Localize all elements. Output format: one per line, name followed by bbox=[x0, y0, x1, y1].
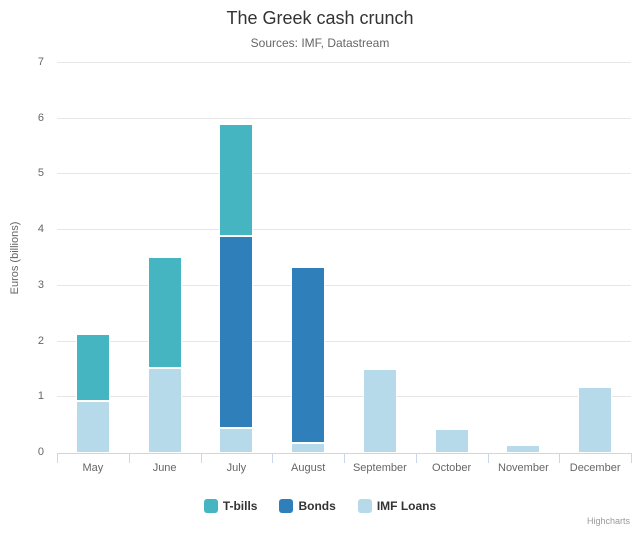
x-axis-category-label-october: October bbox=[432, 462, 472, 474]
bar-segment-july-bonds[interactable] bbox=[219, 235, 254, 428]
x-axis-tick bbox=[631, 453, 632, 463]
x-axis-category-label-september: September bbox=[352, 462, 407, 474]
legend-label-bonds: Bonds bbox=[298, 499, 336, 513]
x-axis-tick bbox=[200, 453, 202, 463]
legend-item-imf-loans[interactable]: IMF Loans bbox=[357, 499, 437, 513]
bar-segment-june-imf-loans[interactable] bbox=[147, 368, 182, 453]
y-axis-tick-label-6: 6 bbox=[37, 111, 44, 124]
bar-segment-june-t-bills[interactable] bbox=[147, 256, 182, 369]
y-axis-tick-label-5: 5 bbox=[37, 167, 44, 180]
x-axis-tick bbox=[415, 453, 417, 463]
x-axis-category-label-august: August bbox=[291, 462, 326, 474]
gridline-1 bbox=[57, 396, 631, 398]
bar-segment-august-imf-loans[interactable] bbox=[291, 442, 326, 453]
x-axis-tick bbox=[272, 453, 274, 463]
y-axis-tick-label-4: 4 bbox=[37, 223, 44, 236]
legend-item-t-bills[interactable]: T-bills bbox=[203, 499, 258, 513]
y-axis-tick-label-0: 0 bbox=[37, 446, 44, 458]
x-axis-tick bbox=[128, 453, 130, 463]
bar-segment-october-imf-loans[interactable] bbox=[434, 429, 469, 453]
x-axis-category-label-july: July bbox=[226, 462, 247, 474]
y-axis-tick-label-2: 2 bbox=[37, 334, 44, 347]
x-axis-category-label-november: November bbox=[498, 462, 549, 474]
x-axis-tick bbox=[559, 453, 561, 463]
bar-segment-may-imf-loans[interactable] bbox=[75, 401, 110, 453]
gridline-6 bbox=[57, 117, 631, 119]
bar-segment-november-imf-loans[interactable] bbox=[506, 445, 541, 453]
gridline-5 bbox=[57, 173, 631, 175]
y-axis-tick-label-1: 1 bbox=[37, 390, 44, 403]
chart-title: The Greek cash crunch bbox=[226, 8, 414, 28]
gridline-7 bbox=[57, 62, 631, 63]
bar-segment-may-t-bills[interactable] bbox=[75, 334, 110, 402]
y-axis-tick-label-3: 3 bbox=[37, 278, 44, 291]
legend: T-bills Bonds IMF Loans bbox=[0, 499, 640, 513]
legend-label-imf-loans: IMF Loans bbox=[376, 499, 437, 513]
bar-segment-august-bonds[interactable] bbox=[291, 267, 326, 443]
x-axis-category-label-december: December bbox=[569, 462, 621, 474]
bar-segment-september-imf-loans[interactable] bbox=[362, 369, 397, 453]
legend-item-bonds[interactable]: Bonds bbox=[279, 499, 336, 513]
x-axis-tick bbox=[57, 453, 58, 463]
legend-swatch-bonds bbox=[279, 499, 294, 513]
bar-segment-july-t-bills[interactable] bbox=[219, 124, 254, 236]
legend-swatch-t-bills bbox=[203, 499, 218, 513]
x-axis-tick bbox=[344, 453, 345, 463]
x-axis-category-label-may: May bbox=[82, 462, 104, 474]
gridline-2 bbox=[57, 340, 631, 342]
x-axis-category-label-june: June bbox=[152, 462, 177, 474]
bar-segment-july-imf-loans[interactable] bbox=[219, 427, 254, 453]
x-axis-tick bbox=[487, 453, 489, 463]
y-axis-tick-label-7: 7 bbox=[37, 56, 44, 68]
gridline-4 bbox=[57, 229, 631, 231]
chart-subtitle: Sources: IMF, Datastream bbox=[250, 36, 390, 50]
bar-segment-december-imf-loans[interactable] bbox=[578, 387, 613, 453]
legend-swatch-imf-loans bbox=[357, 499, 372, 513]
highcharts-credit[interactable]: Highcharts bbox=[586, 516, 630, 526]
gridline-3 bbox=[57, 284, 631, 286]
legend-label-t-bills: T-bills bbox=[222, 499, 258, 513]
